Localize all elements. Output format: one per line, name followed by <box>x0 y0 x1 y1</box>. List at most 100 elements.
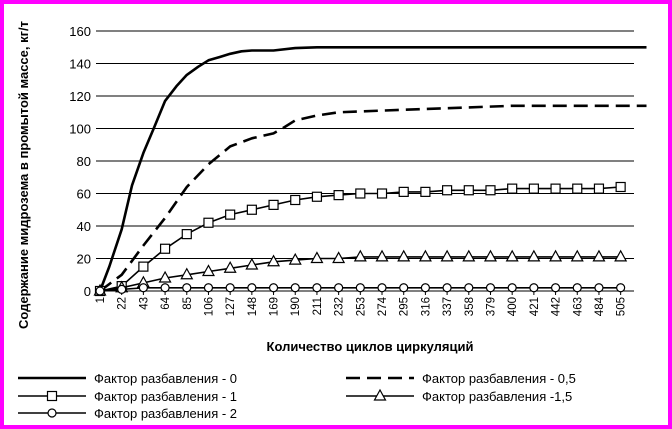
circle-marker <box>290 283 300 293</box>
circle-marker <box>334 283 344 293</box>
triangle-marker <box>158 270 172 283</box>
legend-item: Фактор разбавления -1,5 <box>346 388 572 404</box>
y-tick-label: 100 <box>69 122 91 137</box>
circle-marker <box>572 283 582 293</box>
y-tick-label: 0 <box>84 284 91 299</box>
x-axis-label: Количество циклов циркуляций <box>267 339 474 354</box>
circle-marker <box>616 283 626 293</box>
triangle-marker <box>614 249 628 262</box>
gridlines <box>96 30 634 259</box>
square-marker <box>355 188 366 199</box>
circle-marker <box>138 283 148 293</box>
series-4 <box>95 283 626 296</box>
circle-marker <box>312 283 322 293</box>
y-tick-label: 160 <box>69 24 91 39</box>
circle-marker <box>225 283 235 293</box>
x-tick-label: 400 <box>507 297 519 316</box>
x-tick-label: 211 <box>312 297 324 315</box>
circle-marker <box>268 283 279 293</box>
x-tick-label: 190 <box>290 297 302 316</box>
square-marker <box>138 261 149 272</box>
square-marker <box>593 183 605 194</box>
square-marker <box>290 194 301 206</box>
circle-marker <box>203 283 214 293</box>
triangle-marker <box>462 249 476 262</box>
x-tick-label: 43 <box>138 297 150 310</box>
series-2 <box>94 181 626 297</box>
legend-item: Фактор разбавления - 1 <box>18 389 237 404</box>
circle-marker <box>47 408 57 418</box>
x-tick-labels: 1 22 43 64 85 106 127 148 169 190 211 232 253 274 295 3… <box>95 296 628 316</box>
circle-marker <box>247 283 257 293</box>
x-tick-label: 505 <box>616 297 628 316</box>
triangle-marker <box>223 261 237 273</box>
legend-item: Фактор разбавления - 0 <box>18 371 237 386</box>
series-line <box>98 46 647 292</box>
square-marker <box>376 188 388 199</box>
series-lines <box>93 46 647 297</box>
series-line <box>99 104 647 293</box>
triangle-marker <box>267 254 281 267</box>
circle-marker <box>464 283 474 293</box>
x-tick-label: 358 <box>464 297 476 316</box>
triangle-marker <box>373 388 387 401</box>
triangle-marker <box>527 249 541 262</box>
y-tick-label: 140 <box>69 57 91 72</box>
square-marker <box>507 183 518 194</box>
triangle-marker <box>440 249 454 262</box>
square-marker <box>572 183 583 194</box>
square-marker <box>485 185 496 196</box>
x-tick-label: 127 <box>225 297 237 316</box>
square-marker <box>463 185 474 196</box>
circle-marker <box>550 283 561 293</box>
square-marker <box>615 181 626 193</box>
square-marker <box>333 190 344 201</box>
square-marker <box>398 186 409 197</box>
x-tick-label: 253 <box>355 297 367 316</box>
triangle-marker <box>332 251 346 264</box>
square-marker <box>203 217 214 228</box>
circle-marker <box>507 283 517 293</box>
triangle-marker <box>592 249 606 262</box>
x-tick-label: 316 <box>420 297 432 316</box>
triangle-marker <box>570 249 584 262</box>
triangle-marker <box>310 251 324 264</box>
square-marker <box>441 185 453 196</box>
square-marker <box>550 183 561 194</box>
y-tick-label: 80 <box>77 154 91 169</box>
square-marker <box>246 204 257 215</box>
y-tick-label: 20 <box>77 252 91 267</box>
triangle-marker <box>397 249 411 262</box>
square-marker <box>159 243 171 254</box>
square-marker <box>528 183 539 194</box>
x-tick-label: 85 <box>182 297 194 310</box>
square-marker <box>46 390 58 402</box>
x-tick-label: 484 <box>594 296 606 316</box>
triangle-marker <box>375 249 389 262</box>
circle-marker <box>182 283 192 293</box>
circle-marker <box>529 283 539 293</box>
x-tick-label: 232 <box>334 297 346 316</box>
x-tick-label: 379 <box>485 297 497 316</box>
circle-marker <box>95 286 105 296</box>
square-marker <box>268 199 279 210</box>
y-tick-label: 120 <box>69 89 91 104</box>
triangle-marker <box>288 252 302 265</box>
x-tick-label: 64 <box>160 296 172 309</box>
triangle-marker <box>201 264 215 277</box>
x-tick-label: 169 <box>269 297 281 316</box>
x-tick-label: 442 <box>551 297 563 316</box>
square-marker <box>181 229 192 240</box>
triangle-marker <box>418 249 432 262</box>
x-tick-label: 148 <box>247 297 259 316</box>
legend-label: Фактор разбавления - 0 <box>94 371 237 386</box>
circle-marker <box>399 283 409 293</box>
triangle-marker <box>353 249 367 262</box>
legend-item: Фактор разбавления - 2 <box>18 406 237 421</box>
x-tick-label: 421 <box>529 297 541 316</box>
legend-item: Фактор разбавления - 0,5 <box>346 371 576 386</box>
circle-marker <box>442 283 452 293</box>
x-tick-label: 106 <box>203 297 215 316</box>
circle-marker <box>485 283 496 293</box>
